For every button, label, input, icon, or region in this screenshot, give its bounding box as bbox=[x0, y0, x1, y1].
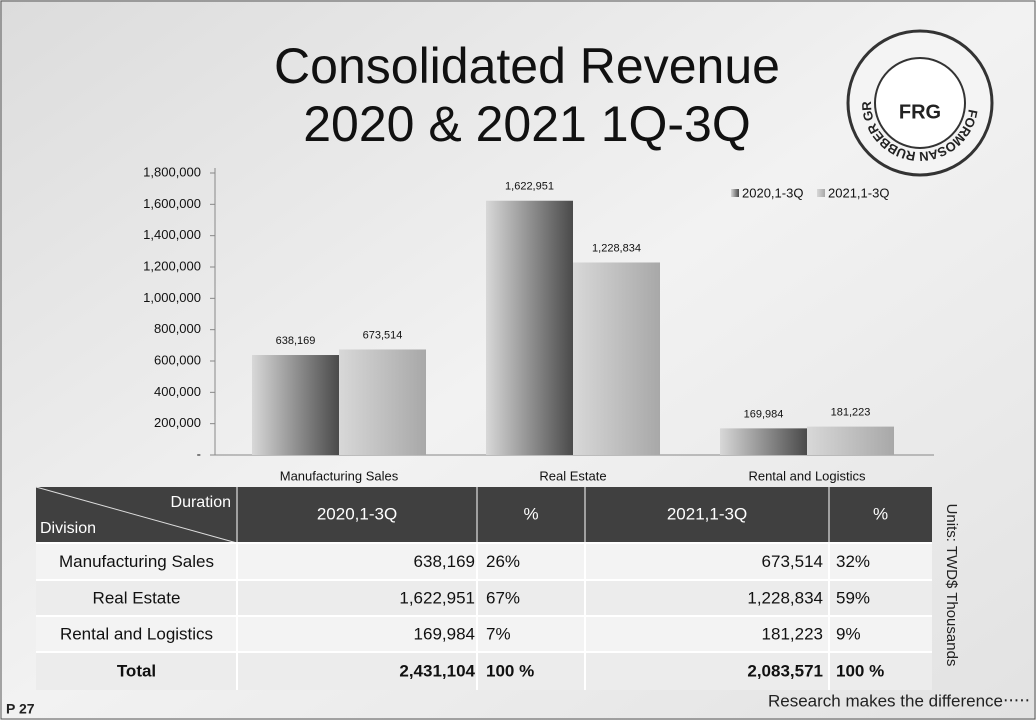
table: Duration Division 2020,1-3Q% 2021,1-3Q % Manu… bbox=[35, 486, 932, 690]
value-label: 1,228,834 bbox=[592, 242, 641, 254]
table-cell: 32% bbox=[836, 552, 870, 571]
table-header bbox=[36, 487, 932, 543]
bar bbox=[486, 200, 573, 455]
table-cell: Rental and Logistics bbox=[60, 624, 213, 643]
header-cell: % bbox=[523, 504, 538, 523]
table-cell: 59% bbox=[836, 588, 870, 607]
table-cell: 2,083,571 bbox=[747, 661, 823, 680]
x-tick-label: Rental and Logistics bbox=[748, 468, 866, 483]
table-cell: Real Estate bbox=[93, 588, 181, 607]
bar bbox=[807, 426, 894, 455]
bar bbox=[573, 262, 660, 455]
table-row bbox=[36, 616, 932, 652]
table-cell: Total bbox=[117, 661, 156, 680]
y-tick-label: 1,200,000 bbox=[143, 258, 201, 273]
table-cell: 9% bbox=[836, 624, 861, 643]
table-cell: 1,622,951 bbox=[399, 588, 475, 607]
header-cell: Duration bbox=[171, 494, 231, 511]
value-label: 181,223 bbox=[831, 407, 871, 419]
table-cell: 7% bbox=[486, 624, 511, 643]
header-cell: 2020,1-3Q bbox=[317, 504, 397, 523]
value-label: 673,514 bbox=[363, 329, 403, 341]
table-cell: 1,228,834 bbox=[747, 588, 823, 607]
legend-swatch bbox=[731, 189, 739, 197]
table-row bbox=[36, 543, 932, 580]
table-cell: 100 % bbox=[486, 661, 534, 680]
y-tick-label: - bbox=[197, 446, 201, 461]
legend-label: 2021,1-3Q bbox=[828, 185, 889, 200]
table-cell: Manufacturing Sales bbox=[59, 552, 214, 571]
y-tick-label: 1,000,000 bbox=[143, 290, 201, 305]
table-cell: 26% bbox=[486, 552, 520, 571]
value-label: 1,622,951 bbox=[505, 181, 554, 193]
bar bbox=[720, 428, 807, 455]
chart: - 200,000 400,000 600,000 800,000 1,000,000 1,… bbox=[143, 164, 934, 483]
value-label: 169,984 bbox=[744, 408, 784, 420]
y-tick-label: 200,000 bbox=[154, 415, 201, 430]
table-cell: 169,984 bbox=[414, 624, 475, 643]
table-cell: 100 % bbox=[836, 661, 884, 680]
y-tick-label: 1,400,000 bbox=[143, 227, 201, 242]
value-label: 638,169 bbox=[276, 335, 316, 347]
logo-mark: FRG bbox=[899, 101, 941, 123]
table-cell: 638,169 bbox=[414, 552, 475, 571]
table-cell: 673,514 bbox=[762, 552, 823, 571]
slide-title: Consolidated Revenue bbox=[274, 38, 780, 94]
x-tick-label: Manufacturing Sales bbox=[280, 468, 399, 483]
table-cell: 67% bbox=[486, 588, 520, 607]
legend-label: 2020,1-3Q bbox=[742, 185, 803, 200]
header-cell: 2021,1-3Q bbox=[667, 504, 747, 523]
y-tick-label: 1,800,000 bbox=[143, 164, 201, 179]
y-tick-label: 1,600,000 bbox=[143, 196, 201, 211]
table-cell: 181,223 bbox=[762, 624, 823, 643]
header-diagonal bbox=[35, 486, 238, 544]
y-tick-label: 600,000 bbox=[154, 352, 201, 367]
table-cell: 2,431,104 bbox=[399, 661, 475, 680]
table-row bbox=[36, 580, 932, 616]
header-cell: % bbox=[873, 504, 888, 523]
units-note: Units: TWD$ Thousands bbox=[943, 504, 960, 667]
bar bbox=[252, 355, 339, 455]
y-tick-label: 800,000 bbox=[154, 321, 201, 336]
table-row bbox=[36, 652, 932, 690]
logo-center bbox=[874, 57, 966, 149]
header-cell: Division bbox=[40, 520, 96, 537]
footer: Research makes the difference‧‧‧‧‧ bbox=[768, 691, 1030, 710]
page-number: P 27 bbox=[6, 701, 35, 717]
slide-title: 2020 & 2021 1Q-3Q bbox=[303, 96, 751, 152]
x-tick-label: Real Estate bbox=[539, 468, 606, 483]
y-tick-label: 400,000 bbox=[154, 384, 201, 399]
legend-swatch bbox=[817, 189, 825, 197]
bar bbox=[339, 349, 426, 455]
